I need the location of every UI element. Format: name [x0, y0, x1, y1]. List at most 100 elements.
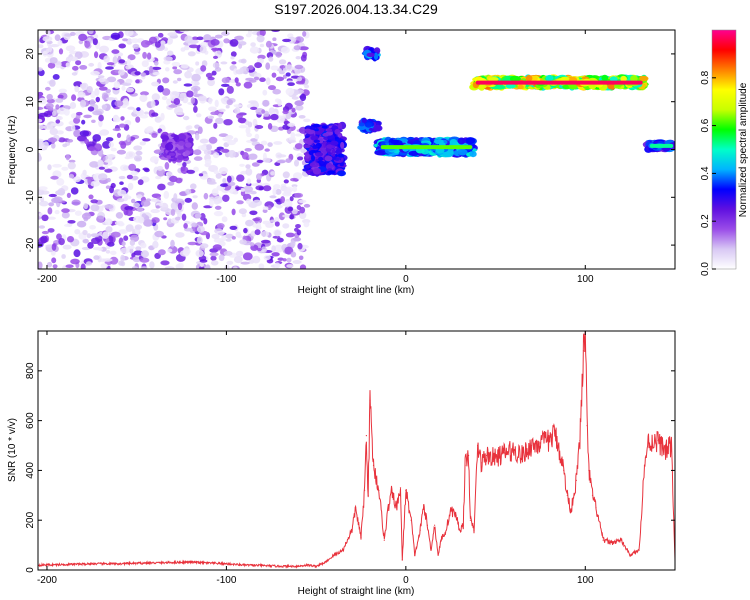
- spectrogram-cell: [221, 83, 230, 87]
- spectrogram-cell: [157, 32, 164, 38]
- spectrogram-cell: [38, 112, 49, 117]
- spectrogram-cell: [234, 77, 239, 84]
- snr-data-point: [360, 537, 362, 539]
- spectrogram-cell: [50, 122, 60, 127]
- spectrogram-cell: [47, 137, 58, 143]
- spectrogram-cell: [72, 65, 79, 71]
- spectrogram-cell: [154, 41, 161, 48]
- spectrogram-cell: [140, 266, 148, 269]
- snr-data-point: [91, 563, 93, 565]
- spectrogram-cell: [47, 228, 55, 233]
- spectrogram-cell: [235, 250, 244, 257]
- spectrogram-cell: [98, 166, 105, 170]
- snr-data-point: [591, 494, 594, 496]
- spectrogram-cell: [144, 168, 150, 173]
- snr-y-tick-label: 400: [25, 462, 36, 479]
- spectrogram-cell: [110, 250, 117, 255]
- spectrogram-cell: [188, 44, 199, 49]
- snr-data-point: [434, 524, 436, 526]
- spectrogram-cell: [295, 80, 305, 85]
- spectrogram-cell: [98, 77, 106, 83]
- spectrogram-cell: [212, 152, 220, 159]
- snr-data-point: [548, 439, 551, 442]
- spectrogram-cell: [275, 51, 282, 58]
- snr-data-point: [390, 492, 393, 494]
- spectrogram-cell: [88, 62, 95, 67]
- spectrogram-cell: [140, 72, 147, 77]
- spectrogram-cell: [290, 251, 297, 258]
- spectrogram-cell: [223, 38, 230, 44]
- spectrogram-cell: [181, 213, 187, 221]
- snr-data-point: [611, 542, 613, 544]
- spectrogram-cell: [179, 191, 188, 196]
- spectrogram-cell: [115, 212, 124, 219]
- spectrogram-cell: [168, 104, 178, 108]
- spectrogram-cell: [249, 46, 260, 54]
- spectrogram-cell: [124, 156, 131, 160]
- spectrogram-cell: [74, 229, 81, 235]
- spectrogram-cell: [282, 74, 287, 79]
- spectrogram-cell: [38, 124, 45, 130]
- spectrogram-cell: [46, 261, 53, 268]
- spectrogram-cell: [118, 43, 126, 49]
- spectrogram-cell: [314, 152, 324, 157]
- snr-x-ticks: -200 -100 0 100: [37, 331, 594, 586]
- spectrogram-cell: [133, 155, 143, 162]
- spectrogram-cell: [141, 60, 149, 68]
- spectrogram-cell: [81, 212, 92, 220]
- spectrogram-cell: [130, 170, 139, 176]
- spectrogram-cell: [262, 185, 272, 192]
- spectrogram-cell: [235, 82, 241, 87]
- spectrogram-cell: [93, 143, 103, 152]
- spectrogram-cell: [282, 110, 289, 115]
- snr-data-point: [575, 479, 577, 481]
- spectrogram-cell: [193, 149, 202, 156]
- spectrogram-cell: [125, 78, 133, 84]
- spectrogram-cell: [55, 98, 64, 103]
- spectrogram-cell: [68, 174, 75, 179]
- snr-data-point: [647, 442, 649, 444]
- spectrogram-cell: [131, 175, 139, 181]
- spectrogram-cell: [157, 85, 164, 93]
- spectrogram-cell: [167, 248, 173, 253]
- spectrogram-cell: [236, 174, 245, 182]
- spectrogram-cell: [262, 99, 270, 107]
- spectrogram-cell: [117, 189, 127, 197]
- snr-series-line: [38, 331, 675, 569]
- spectrogram-cell: [257, 247, 262, 252]
- spectrogram-x-ticks: -200 -100 0 100: [37, 30, 594, 285]
- spectrogram-cell: [325, 162, 333, 171]
- spectrogram-cell: [214, 67, 222, 72]
- spectrogram-cell: [330, 140, 339, 146]
- snr-data-point: [486, 454, 488, 457]
- snr-data-point: [466, 459, 468, 462]
- spectrogram-cell: [226, 85, 234, 94]
- spectrogram-cell: [38, 97, 47, 105]
- spectrogram-cell: [286, 139, 297, 143]
- spectrogram-x-tick-label: 100: [577, 274, 594, 285]
- spectrogram-cell: [449, 139, 458, 146]
- spectrogram-cell: [286, 264, 294, 268]
- spectrogram-cell: [253, 76, 260, 81]
- snr-data-point: [399, 487, 402, 489]
- snr-data-point: [444, 532, 446, 534]
- spectrogram-cell: [274, 262, 281, 269]
- snr-data-point: [566, 494, 568, 496]
- spectrogram-cell: [151, 81, 160, 87]
- spectrogram-cell: [192, 195, 198, 199]
- spectrogram-cell: [261, 109, 266, 114]
- snr-data-point: [620, 539, 622, 541]
- spectrogram-cell: [292, 172, 303, 180]
- spectrogram-cell: [494, 84, 506, 90]
- spectrogram-cell: [259, 30, 266, 37]
- snr-data-point: [315, 565, 317, 567]
- spectrogram-cell: [265, 77, 271, 86]
- spectrogram-cell: [298, 46, 309, 51]
- spectrogram-plot-area: [38, 30, 675, 269]
- spectrogram-cell: [271, 245, 276, 253]
- spectrogram-cell: [260, 231, 270, 237]
- spectrogram-cell: [225, 233, 234, 239]
- spectrogram-cell: [208, 97, 213, 105]
- spectrogram-cell: [230, 51, 237, 57]
- spectrogram-cell: [62, 244, 72, 250]
